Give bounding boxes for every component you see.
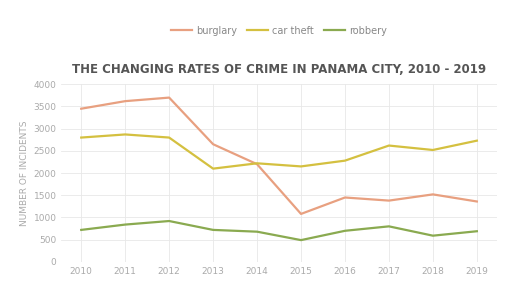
robbery: [342, 229, 348, 233]
burglary: [166, 96, 172, 99]
robbery: [386, 225, 392, 228]
car theft: [122, 133, 128, 136]
Y-axis label: NUMBER OF INCIDENTS: NUMBER OF INCIDENTS: [20, 120, 29, 226]
burglary: [210, 142, 216, 146]
robbery: [298, 238, 304, 242]
Line: robbery: robbery: [81, 221, 477, 240]
car theft: [430, 148, 436, 152]
burglary: [342, 196, 348, 199]
car theft: [210, 167, 216, 170]
burglary: [254, 163, 260, 166]
robbery: [78, 228, 84, 232]
Line: car theft: car theft: [81, 135, 477, 169]
burglary: [298, 212, 304, 216]
car theft: [342, 159, 348, 163]
robbery: [430, 234, 436, 237]
burglary: [386, 199, 392, 202]
car theft: [474, 139, 480, 142]
robbery: [254, 230, 260, 234]
burglary: [474, 200, 480, 203]
car theft: [166, 136, 172, 139]
car theft: [298, 165, 304, 168]
car theft: [78, 136, 84, 139]
car theft: [386, 144, 392, 147]
burglary: [78, 107, 84, 110]
burglary: [122, 99, 128, 103]
robbery: [122, 223, 128, 226]
Legend: burglary, car theft, robbery: burglary, car theft, robbery: [167, 22, 391, 39]
burglary: [430, 193, 436, 196]
Line: burglary: burglary: [81, 98, 477, 214]
Title: THE CHANGING RATES OF CRIME IN PANAMA CITY, 2010 - 2019: THE CHANGING RATES OF CRIME IN PANAMA CI…: [72, 63, 486, 76]
robbery: [210, 228, 216, 232]
car theft: [254, 162, 260, 165]
robbery: [166, 219, 172, 223]
robbery: [474, 229, 480, 233]
